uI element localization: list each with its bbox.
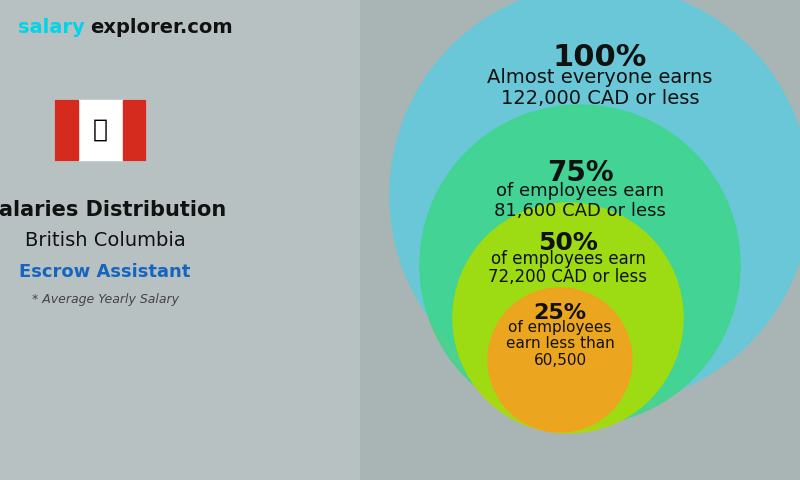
Bar bbox=[55, 100, 145, 160]
Text: of employees: of employees bbox=[508, 320, 612, 335]
Text: of employees earn: of employees earn bbox=[496, 182, 664, 200]
Text: 🍁: 🍁 bbox=[93, 118, 107, 142]
Circle shape bbox=[453, 203, 683, 433]
Text: Almost everyone earns: Almost everyone earns bbox=[487, 68, 713, 87]
Text: 25%: 25% bbox=[534, 303, 586, 323]
Text: 50%: 50% bbox=[538, 231, 598, 255]
Bar bbox=[55, 100, 78, 160]
Text: earn less than: earn less than bbox=[506, 336, 614, 351]
Bar bbox=[122, 100, 145, 160]
Text: of employees earn: of employees earn bbox=[490, 250, 646, 268]
Circle shape bbox=[488, 288, 632, 432]
Text: British Columbia: British Columbia bbox=[25, 230, 186, 250]
Text: explorer.com: explorer.com bbox=[90, 18, 233, 37]
Bar bbox=[0, 0, 360, 480]
Circle shape bbox=[420, 105, 740, 425]
Text: 72,200 CAD or less: 72,200 CAD or less bbox=[489, 268, 647, 286]
Text: 122,000 CAD or less: 122,000 CAD or less bbox=[501, 89, 699, 108]
Text: Salaries Distribution: Salaries Distribution bbox=[0, 200, 226, 220]
Text: Escrow Assistant: Escrow Assistant bbox=[19, 263, 190, 281]
Text: 60,500: 60,500 bbox=[534, 353, 586, 368]
Text: 81,600 CAD or less: 81,600 CAD or less bbox=[494, 202, 666, 219]
Text: 100%: 100% bbox=[553, 44, 647, 72]
Text: 75%: 75% bbox=[546, 159, 614, 187]
Text: salary: salary bbox=[18, 18, 85, 37]
Text: * Average Yearly Salary: * Average Yearly Salary bbox=[31, 293, 178, 307]
Circle shape bbox=[390, 0, 800, 405]
